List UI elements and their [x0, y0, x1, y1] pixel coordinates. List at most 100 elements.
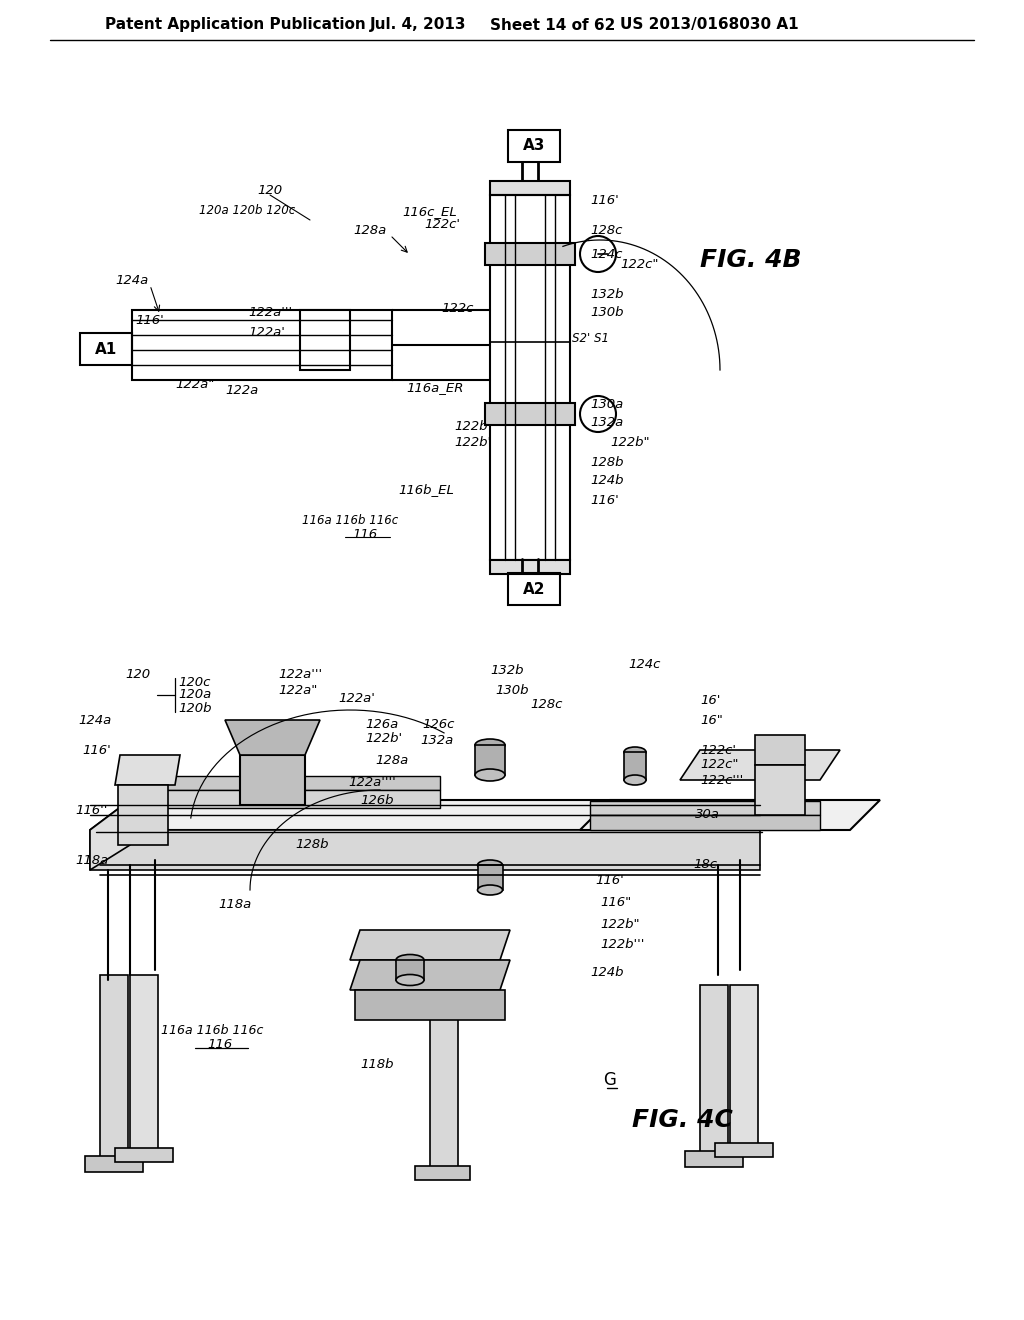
Ellipse shape: [477, 884, 503, 895]
Text: 18c: 18c: [693, 858, 717, 871]
Text: 128b: 128b: [590, 455, 624, 469]
Polygon shape: [350, 931, 510, 960]
Text: Jul. 4, 2013: Jul. 4, 2013: [370, 17, 467, 33]
Text: Patent Application Publication: Patent Application Publication: [105, 17, 366, 33]
Text: 120b: 120b: [178, 701, 212, 714]
Text: 116a 116b 116c: 116a 116b 116c: [302, 513, 398, 527]
Text: FIG. 4B: FIG. 4B: [700, 248, 802, 272]
Text: Sheet 14 of 62: Sheet 14 of 62: [490, 17, 615, 33]
Text: 132b: 132b: [490, 664, 523, 676]
Text: 120c: 120c: [178, 676, 210, 689]
Text: 120: 120: [257, 183, 283, 197]
Text: 122c": 122c": [700, 759, 738, 771]
Text: 130b: 130b: [495, 684, 528, 697]
Bar: [300, 310, 350, 370]
Bar: [700, 985, 728, 1160]
Text: 122a'''': 122a'''': [348, 776, 395, 788]
Ellipse shape: [477, 861, 503, 870]
Polygon shape: [90, 830, 760, 870]
Text: 116': 116': [590, 494, 618, 507]
Ellipse shape: [475, 739, 505, 751]
Text: 16": 16": [700, 714, 723, 726]
Text: 122c': 122c': [424, 219, 460, 231]
Bar: [478, 865, 503, 890]
Text: 116': 116': [590, 194, 618, 206]
Text: 116a_ER: 116a_ER: [406, 381, 464, 395]
Bar: [115, 1148, 173, 1162]
Text: 122a''': 122a''': [248, 305, 292, 318]
Text: 126b: 126b: [360, 793, 393, 807]
Text: 130a: 130a: [590, 399, 624, 412]
Text: 128c: 128c: [530, 698, 562, 711]
Text: A2: A2: [522, 582, 545, 597]
Polygon shape: [580, 800, 880, 830]
Bar: [508, 129, 560, 162]
Ellipse shape: [396, 954, 424, 965]
Text: 122c': 122c': [700, 743, 736, 756]
Text: 120a: 120a: [178, 689, 211, 701]
Text: 122b": 122b": [610, 436, 649, 449]
Text: 128c: 128c: [590, 223, 623, 236]
Bar: [490, 181, 570, 195]
Text: A1: A1: [95, 342, 117, 356]
Bar: [140, 776, 440, 789]
Polygon shape: [115, 755, 180, 785]
Bar: [132, 310, 392, 380]
Bar: [130, 975, 158, 1155]
Text: 116': 116': [82, 743, 111, 756]
Bar: [485, 243, 575, 265]
Text: 122a: 122a: [225, 384, 258, 396]
Polygon shape: [350, 960, 510, 990]
Text: 122a': 122a': [338, 692, 375, 705]
Text: FIG. 4C: FIG. 4C: [632, 1107, 733, 1133]
Text: 116': 116': [595, 874, 624, 887]
Bar: [485, 403, 575, 425]
Text: 116: 116: [208, 1039, 232, 1052]
Bar: [100, 975, 128, 1166]
Text: 124c: 124c: [628, 659, 660, 672]
Text: G: G: [603, 1071, 616, 1089]
Text: 122c''': 122c''': [700, 774, 743, 787]
Bar: [490, 560, 570, 574]
Text: 124a: 124a: [78, 714, 112, 726]
Polygon shape: [355, 990, 505, 1020]
Text: 30a: 30a: [695, 808, 720, 821]
Bar: [396, 960, 424, 979]
Text: 124c: 124c: [590, 248, 623, 261]
Bar: [430, 1015, 458, 1175]
Polygon shape: [225, 719, 319, 755]
Polygon shape: [90, 800, 800, 830]
Text: A3: A3: [523, 139, 545, 153]
Text: 116': 116': [135, 314, 164, 326]
Text: 118a: 118a: [218, 899, 251, 912]
Bar: [508, 573, 560, 605]
Bar: [415, 1166, 470, 1180]
Text: 118a: 118a: [75, 854, 109, 866]
Text: 122b": 122b": [600, 919, 640, 932]
Text: 130b: 130b: [590, 305, 624, 318]
Text: 122b''': 122b''': [600, 939, 644, 952]
Text: 122c": 122c": [620, 259, 658, 272]
Text: 118b: 118b: [360, 1059, 393, 1072]
Text: 122b': 122b': [365, 731, 402, 744]
Bar: [590, 814, 820, 830]
Text: 120a 120b 120c: 120a 120b 120c: [199, 203, 295, 216]
Bar: [685, 1151, 743, 1167]
Text: 132b: 132b: [590, 289, 624, 301]
Ellipse shape: [624, 775, 646, 785]
Text: 122a": 122a": [175, 379, 214, 392]
Text: 122b': 122b': [454, 436, 492, 449]
Text: 122a': 122a': [248, 326, 285, 338]
Text: S2' S1: S2' S1: [572, 331, 609, 345]
Bar: [755, 735, 805, 766]
Ellipse shape: [624, 747, 646, 756]
Text: 116b_EL: 116b_EL: [398, 483, 454, 496]
Text: 126c: 126c: [422, 718, 455, 731]
Text: 116": 116": [600, 895, 631, 908]
Polygon shape: [680, 750, 840, 780]
Text: 116a 116b 116c: 116a 116b 116c: [161, 1023, 263, 1036]
Bar: [240, 755, 305, 805]
Text: 132a: 132a: [590, 416, 624, 429]
Ellipse shape: [475, 770, 505, 781]
Text: 124b: 124b: [590, 474, 624, 487]
